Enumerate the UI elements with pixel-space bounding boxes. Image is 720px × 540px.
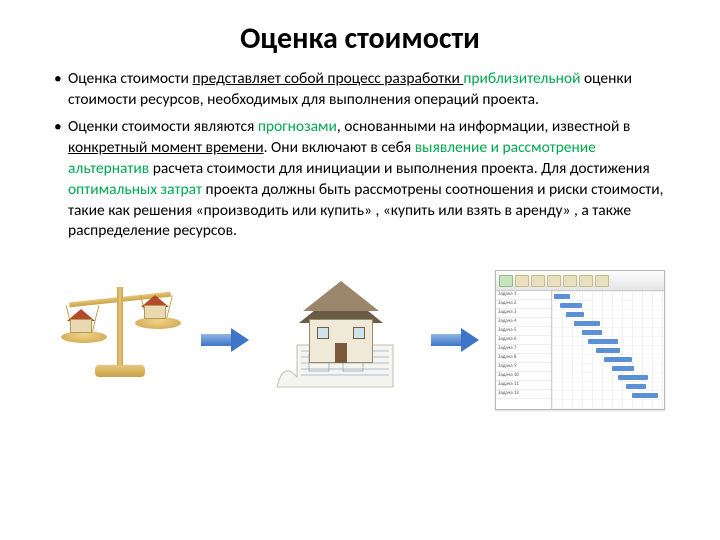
bullet-2: Оценки стоимости являются прогнозами, ос… xyxy=(54,117,680,243)
gantt-bar xyxy=(626,384,646,389)
flow-diagram: Задача 1Задача 2Задача 3Задача 4Задача 5… xyxy=(40,270,680,410)
bullet-1: Оценка стоимости представляет собой проц… xyxy=(54,69,680,111)
task-row: Задача 8 xyxy=(496,354,551,363)
gantt-bar xyxy=(596,348,620,353)
task-row: Задача 5 xyxy=(496,327,551,336)
task-row: Задача 7 xyxy=(496,345,551,354)
task-row: Задача 2 xyxy=(496,300,551,309)
bullet-list: Оценка стоимости представляет собой проц… xyxy=(40,69,680,242)
task-row: Задача 3 xyxy=(496,309,551,318)
blueprint-house-image xyxy=(265,275,415,405)
gantt-bar xyxy=(604,357,632,362)
task-row: Задача 10 xyxy=(496,372,551,381)
task-row: Задача 4 xyxy=(496,318,551,327)
task-row: Задача 11 xyxy=(496,381,551,390)
slide-title: Оценка стоимости xyxy=(40,20,680,57)
scales-image xyxy=(55,275,185,405)
gantt-bar xyxy=(632,393,658,398)
gantt-bar xyxy=(566,312,584,317)
arrow-2-icon xyxy=(431,328,479,352)
task-row: Задача 1 xyxy=(496,291,551,300)
gantt-bar xyxy=(554,294,570,299)
gantt-bar xyxy=(574,321,600,326)
gantt-bar xyxy=(618,375,648,380)
gantt-bar xyxy=(560,303,582,308)
gantt-bar xyxy=(612,366,634,371)
task-row: Задача 6 xyxy=(496,336,551,345)
task-row: Задача 12 xyxy=(496,390,551,399)
gantt-bar xyxy=(588,339,618,344)
task-row: Задача 9 xyxy=(496,363,551,372)
arrow-1-icon xyxy=(201,328,249,352)
gantt-app-image: Задача 1Задача 2Задача 3Задача 4Задача 5… xyxy=(495,270,665,410)
gantt-bar xyxy=(582,330,602,335)
